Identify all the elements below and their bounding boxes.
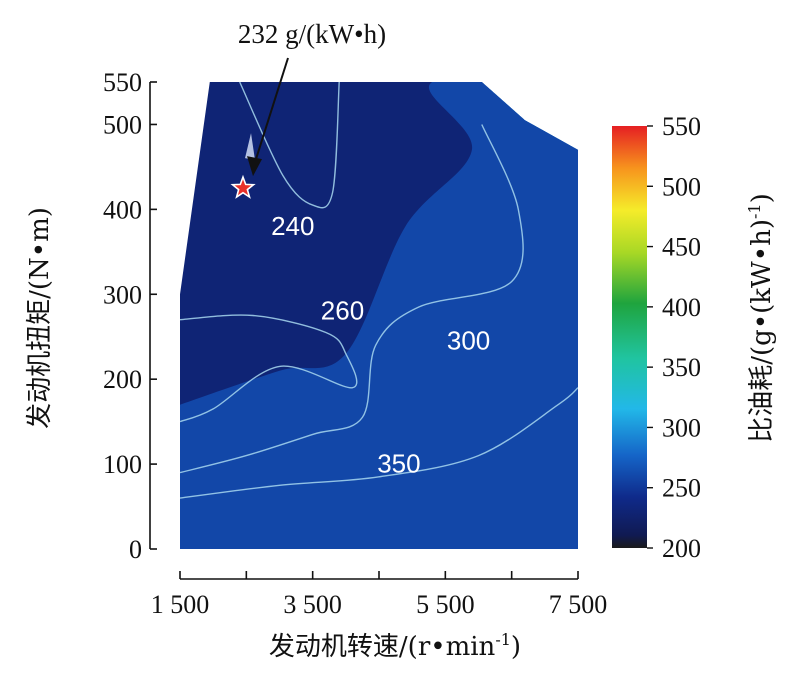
y-tick-label-0: 0 xyxy=(129,535,142,564)
min-bsfc-label: 232 g/(kW•h) xyxy=(238,19,386,49)
y-tick-label-500: 500 xyxy=(103,110,142,139)
annotation-arrow-shaft xyxy=(254,57,289,163)
contour-350 xyxy=(180,387,578,499)
contour-map xyxy=(180,82,578,549)
colorbar: 200 250 300 350 400 450 500 550 xyxy=(612,112,701,563)
x-tick-label-5500: 5 500 xyxy=(416,590,475,619)
colorbar-ramp xyxy=(612,126,647,548)
contour-lines xyxy=(180,82,578,499)
cbar-tick-label-250: 250 xyxy=(662,474,701,503)
contour-240 xyxy=(239,82,340,209)
cbar-tick-label-400: 400 xyxy=(662,293,701,322)
contour-labels: 240 260 300 350 xyxy=(271,211,490,479)
contour-label-350: 350 xyxy=(377,449,420,479)
contour-label-300: 300 xyxy=(447,326,490,356)
cbar-tick-label-350: 350 xyxy=(662,353,701,382)
cbar-tick-label-550: 550 xyxy=(662,112,701,141)
y-tick-label-550: 550 xyxy=(103,68,142,97)
cbar-tick-label-500: 500 xyxy=(662,172,701,201)
y-tick-label-400: 400 xyxy=(103,195,142,224)
contour-260 xyxy=(180,314,358,423)
cbar-tick-label-450: 450 xyxy=(662,233,701,262)
cbar-tick-label-300: 300 xyxy=(662,413,701,442)
axes: 0 100 200 300 400 500 550 1 500 3 500 5 500 7 500 xyxy=(103,68,607,619)
x-tick-label-7500: 7 500 xyxy=(549,590,608,619)
y-axis-title: 发动机扭矩/(N•m) xyxy=(25,207,55,429)
y-tick-label-300: 300 xyxy=(103,280,142,309)
map-band-7 xyxy=(180,82,578,549)
x-axis-title: 发动机转速/(r•min-1) xyxy=(269,630,521,662)
cbar-tick-label-200: 200 xyxy=(662,534,701,563)
colorbar-title: 比油耗/(g•(kW•h)-1) xyxy=(745,193,777,442)
colorbar-ticks: 200 250 300 350 400 450 500 550 xyxy=(647,112,701,563)
annotation-arrow-head xyxy=(247,156,263,177)
y-tick-label-100: 100 xyxy=(103,450,142,479)
min-bsfc-star xyxy=(230,174,256,199)
x-tick-label-1500: 1 500 xyxy=(151,590,210,619)
contour-label-240: 240 xyxy=(271,211,314,241)
contour-300 xyxy=(180,124,524,474)
arrow-glow xyxy=(245,133,256,161)
contour-label-260: 260 xyxy=(321,296,364,326)
min-bsfc-annotation: 232 g/(kW•h) xyxy=(230,19,386,199)
y-tick-label-200: 200 xyxy=(103,365,142,394)
x-tick-label-3500: 3 500 xyxy=(283,590,342,619)
